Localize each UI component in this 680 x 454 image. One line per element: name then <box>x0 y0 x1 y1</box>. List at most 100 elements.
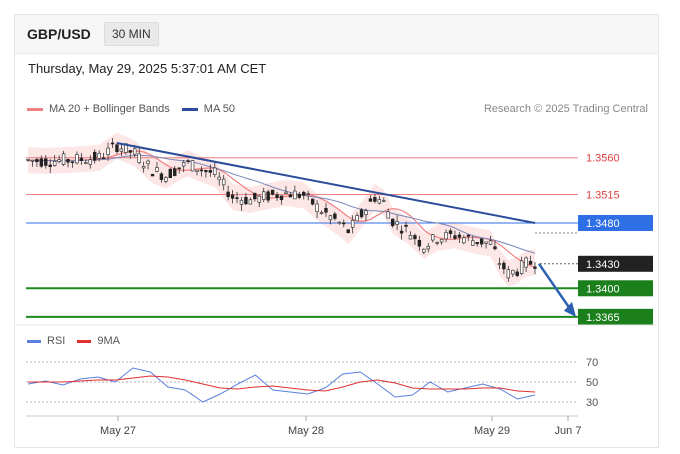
level-label: 1.3560 <box>586 153 620 165</box>
candle <box>386 211 390 219</box>
candle <box>124 143 128 153</box>
rsi-level-label: 50 <box>586 377 598 389</box>
candle <box>310 198 315 205</box>
candle <box>528 260 533 265</box>
candle <box>466 234 470 237</box>
candle <box>377 199 382 204</box>
candle <box>293 190 297 200</box>
candle <box>524 257 528 268</box>
candle <box>88 159 92 165</box>
candle <box>417 239 422 247</box>
projection-arrowhead <box>564 301 576 317</box>
candle <box>253 192 257 200</box>
ma9-swatch <box>77 339 92 343</box>
candle <box>497 263 502 266</box>
candle <box>328 215 333 221</box>
candle <box>226 191 230 198</box>
x-tick-label: May 28 <box>288 425 324 437</box>
legend-ma20: MA 20 + Bollinger Bands <box>27 103 170 115</box>
legend-ma50: MA 50 <box>181 103 235 115</box>
candle <box>235 197 239 199</box>
candle <box>288 194 293 198</box>
projection-arrow <box>537 263 572 310</box>
candle <box>52 161 57 166</box>
ma50-line <box>27 154 536 254</box>
candle <box>35 159 39 163</box>
candle <box>266 191 270 201</box>
candle <box>337 221 342 224</box>
candle <box>435 242 439 244</box>
candle <box>101 157 106 160</box>
candle <box>426 246 430 250</box>
candle <box>93 151 97 161</box>
candle <box>79 157 84 161</box>
ma50-swatch <box>181 107 198 111</box>
candle <box>186 160 190 162</box>
candle <box>275 194 279 198</box>
candle <box>44 158 48 166</box>
candle <box>493 246 497 250</box>
candle <box>319 212 324 214</box>
credit-text: Research © 2025 Trading Central <box>483 103 648 115</box>
candle <box>359 209 364 218</box>
main-legend: MA 20 + Bollinger Bands MA 50 <box>27 103 247 115</box>
ma20-label: MA 20 + Bollinger Bands <box>49 103 170 115</box>
candle <box>448 230 453 234</box>
pivot-tag <box>578 215 653 231</box>
candle <box>248 199 253 205</box>
candle <box>346 229 350 233</box>
candle <box>57 159 61 162</box>
timestamp: Thursday, May 29, 2025 5:37:01 AM CET <box>28 61 267 76</box>
chart-header: GBP/USD 30 MIN <box>15 15 658 54</box>
candle <box>137 153 141 163</box>
candle <box>364 210 368 216</box>
candle <box>324 208 328 213</box>
candle <box>373 197 377 202</box>
candle <box>30 159 35 162</box>
chart-widget: GBP/USD 30 MIN Thursday, May 29, 2025 5:… <box>14 14 659 448</box>
candle <box>519 260 524 274</box>
candle <box>506 269 511 279</box>
level-label: 1.3515 <box>586 189 620 201</box>
candle <box>181 162 186 167</box>
candle <box>511 269 515 275</box>
candle <box>413 235 417 240</box>
candle <box>297 193 301 198</box>
candle <box>270 189 275 195</box>
candle <box>164 177 168 182</box>
candle <box>173 168 177 176</box>
candle <box>159 173 164 180</box>
candle <box>84 162 88 164</box>
candle <box>97 153 101 159</box>
candle <box>404 224 408 227</box>
x-tick-label: Jun 7 <box>555 425 582 437</box>
candle <box>262 191 266 200</box>
candle <box>422 248 426 253</box>
rsi-level-label: 70 <box>586 357 598 369</box>
candle <box>133 148 137 155</box>
candle <box>115 144 119 152</box>
legend-rsi: RSI <box>27 335 65 347</box>
timeframe-button[interactable]: 30 MIN <box>104 22 159 46</box>
candle <box>213 167 217 175</box>
candle <box>368 198 373 202</box>
candle <box>462 237 466 244</box>
candle <box>502 262 506 270</box>
candle <box>408 234 413 240</box>
candle <box>315 203 319 212</box>
candle <box>333 213 337 219</box>
trendline <box>116 142 536 224</box>
x-tick-label: May 29 <box>474 425 510 437</box>
level-label: 1.3365 <box>586 312 620 324</box>
candle <box>199 169 204 172</box>
candle <box>382 200 386 202</box>
candle <box>195 169 199 172</box>
candle <box>257 195 261 203</box>
candle <box>239 199 244 205</box>
rsi-swatch <box>27 339 41 343</box>
candle <box>190 160 195 172</box>
candle <box>306 192 310 195</box>
candle <box>204 170 208 173</box>
candle <box>48 164 52 167</box>
